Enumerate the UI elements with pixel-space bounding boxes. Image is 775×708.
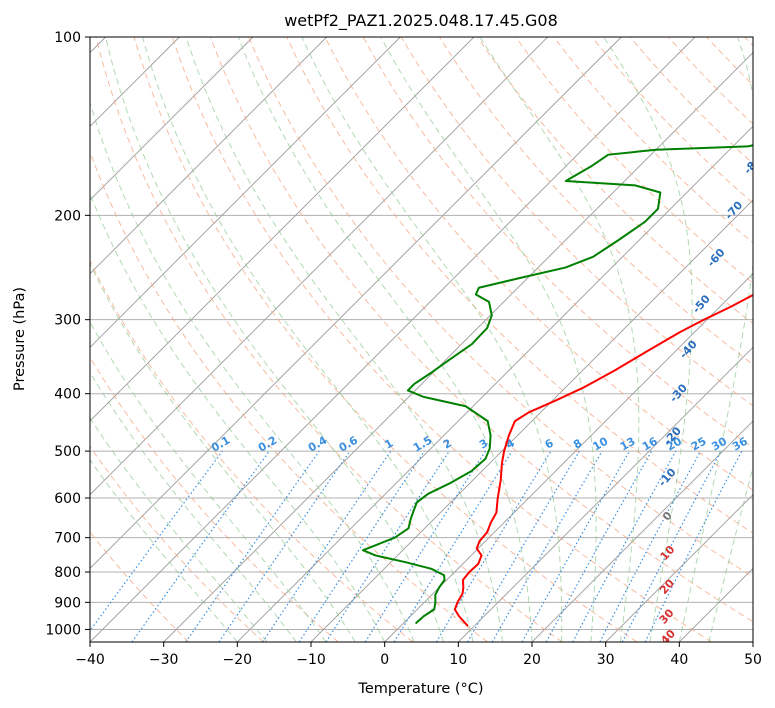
- moist-adiabat: [90, 458, 238, 642]
- mixing-ratio-line: [393, 450, 513, 642]
- y-tick-label: 700: [54, 531, 81, 547]
- y-tick-label: 400: [54, 387, 81, 403]
- moist-adiabat: [90, 100, 415, 642]
- moist-adiabat: [678, 37, 753, 642]
- plot-frame: [89, 36, 754, 643]
- x-tick-label: 0: [380, 652, 389, 668]
- y-tick-label: 600: [54, 491, 81, 507]
- mixing-ratio-line: [545, 450, 653, 642]
- dry-adiabat: [324, 37, 753, 491]
- x-tick-label: −40: [75, 652, 105, 668]
- mixing-ratio-line: [185, 450, 320, 642]
- moist-adiabat: [90, 417, 268, 642]
- x-axis: −40 −30 −20 −10 0 10 20 30 40 50: [75, 642, 762, 668]
- moist-adiabat: [479, 37, 640, 642]
- moist-adiabat: [301, 37, 563, 642]
- moist-adiabat: [380, 37, 597, 642]
- x-tick-label: 10: [449, 652, 467, 668]
- isotherm-gridline: [384, 273, 753, 642]
- mixing-ratio-line: [90, 450, 223, 632]
- y-tick-label: 900: [54, 595, 81, 611]
- isotherm-gridline: [237, 125, 753, 642]
- x-tick-label: −20: [223, 652, 253, 668]
- mixing-ratio-line: [131, 450, 270, 642]
- mixing-ratio-line: [466, 450, 580, 642]
- moist-adiabat: [603, 37, 693, 642]
- x-tick-label: 30: [597, 652, 615, 668]
- x-tick-label: −30: [149, 652, 179, 668]
- isotherm-gridline: [90, 37, 622, 569]
- moist-adiabat: [90, 262, 356, 642]
- dry-adiabat: [477, 37, 753, 325]
- mixing-ratio-line: [491, 450, 603, 642]
- moist-adiabat: [708, 465, 753, 642]
- temperature-profile-line: [453, 293, 753, 627]
- isotherm-gridline: [90, 37, 327, 275]
- x-tick-label: 40: [670, 652, 688, 668]
- dry-adiabat: [210, 37, 753, 623]
- isotherm-gridline: [163, 52, 753, 642]
- mixing-ratio-line: [521, 450, 631, 642]
- dry-adiabat-label: -80: [741, 153, 764, 177]
- dry-adiabat: [133, 37, 638, 642]
- isotherm-gridline: [90, 37, 475, 422]
- x-tick-label: 20: [523, 652, 541, 668]
- moist-adiabat: [90, 320, 327, 642]
- isotherm-gridline: [90, 37, 696, 642]
- dry-adiabat: [248, 37, 753, 578]
- x-axis-title: Temperature (°C): [357, 681, 483, 697]
- isotherm-gridline: [458, 346, 753, 642]
- dry-adiabat: [515, 37, 753, 284]
- dry-adiabat: [591, 37, 753, 204]
- x-tick-label: −10: [296, 652, 326, 668]
- y-tick-label: 100: [54, 30, 81, 46]
- isotherm-gridline: [90, 37, 548, 496]
- dry-adiabat: [95, 37, 563, 642]
- moist-adiabat: [90, 192, 386, 642]
- mixing-ratio-line: [572, 450, 677, 642]
- y-tick-label: 1000: [45, 622, 81, 638]
- y-tick-label: 800: [54, 565, 81, 581]
- dry-adiabat: [171, 37, 712, 642]
- dry-adiabat: [90, 445, 264, 642]
- mixing-ratio-line: [325, 450, 450, 642]
- chart-title: wetPf2_PAZ1.2025.048.17.45.G08: [284, 11, 558, 31]
- dry-adiabat: [400, 37, 753, 407]
- y-tick-label: 200: [54, 208, 81, 224]
- mixing-ratio-line: [218, 450, 351, 642]
- moist-adiabat: [237, 37, 533, 642]
- moist-adiabat: [90, 371, 297, 642]
- y-tick-label: 300: [54, 313, 81, 329]
- y-tick-label: 500: [54, 444, 81, 460]
- y-axis-title: Pressure (hPa): [12, 287, 28, 391]
- isotherm-gridline: [605, 494, 753, 642]
- dry-adiabat: [362, 37, 753, 449]
- mixing-ratio-line: [364, 450, 486, 642]
- moist-adiabat: [105, 37, 445, 642]
- isotherm-gridline: [90, 37, 401, 348]
- dry-adiabat: [90, 259, 414, 642]
- moist-adiabat: [142, 37, 474, 642]
- x-tick-label: 50: [744, 652, 762, 668]
- isotherm-gridline: [90, 37, 254, 201]
- dry-adiabat: [629, 37, 753, 165]
- isotherm-gridline: [531, 420, 753, 642]
- moist-adiabat: [185, 37, 504, 642]
- y-axis: 1000 900 800 700 600 500 400 300 200 100: [45, 30, 90, 638]
- dewpoint-profile-line: [361, 144, 753, 624]
